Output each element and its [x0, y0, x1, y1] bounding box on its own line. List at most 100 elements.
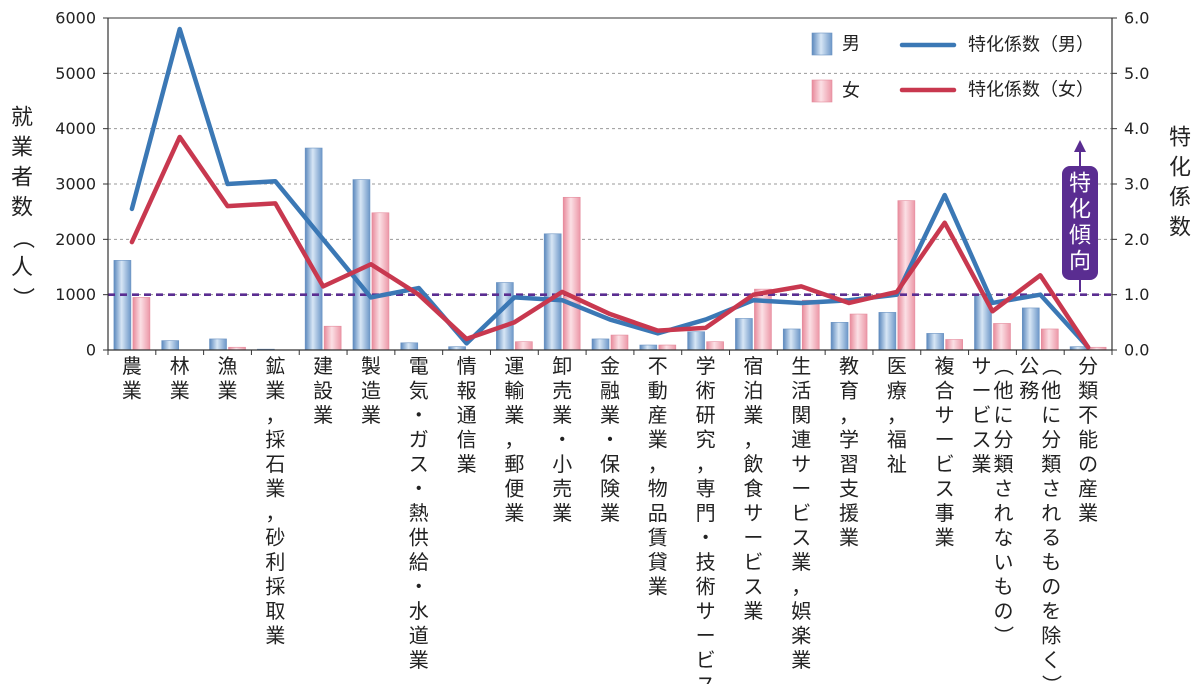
category-labels: 農業林業漁業鉱業，採石業，砂利採取業建設業製造業電気・ガス・熱供給・水道業情報通… [122, 354, 1098, 689]
svg-text:も: も [1041, 550, 1061, 574]
svg-text:の: の [1078, 452, 1098, 476]
y-left-tick-label: 5000 [55, 64, 96, 83]
category-label: 漁業 [218, 354, 238, 403]
svg-text:業: 業 [791, 550, 811, 574]
svg-text:能: 能 [1078, 428, 1098, 452]
svg-text:貸: 貸 [648, 550, 668, 574]
svg-text:生: 生 [791, 354, 811, 378]
svg-text:・: ・ [409, 477, 429, 501]
bar-male [113, 260, 132, 351]
svg-text:門: 門 [696, 501, 716, 525]
svg-text:給: 給 [409, 550, 429, 574]
svg-text:ビ: ビ [791, 501, 811, 525]
svg-text:数: 数 [11, 196, 33, 221]
svg-text:，: ， [265, 403, 285, 427]
bar-male [591, 338, 610, 351]
svg-text:業: 業 [11, 136, 33, 161]
bar-female [515, 341, 533, 351]
svg-text:砂: 砂 [265, 526, 285, 550]
line-female-coefficient [129, 134, 1091, 350]
svg-text:ー: ー [791, 477, 811, 501]
svg-text:水: 水 [409, 599, 429, 623]
svg-text:業: 業 [935, 526, 955, 550]
svg-text:泊: 泊 [743, 379, 763, 403]
svg-text:就: 就 [11, 106, 33, 131]
svg-text:サ: サ [696, 599, 716, 623]
svg-text:係: 係 [1169, 186, 1191, 211]
bar-female [706, 341, 724, 351]
svg-text:業: 業 [122, 379, 142, 403]
svg-text:技: 技 [696, 550, 716, 574]
svg-text:関: 関 [791, 403, 811, 427]
svg-text:業: 業 [504, 501, 524, 525]
svg-text:に: に [993, 403, 1013, 427]
svg-text:他: 他 [1041, 379, 1061, 403]
y-right-tick-label: 3.0 [1124, 175, 1149, 194]
svg-text:業: 業 [791, 648, 811, 672]
svg-text:習: 習 [839, 452, 859, 476]
svg-text:ス: ス [791, 526, 811, 550]
svg-text:卸: 卸 [552, 354, 572, 378]
svg-text:通: 通 [457, 403, 477, 427]
svg-text:小: 小 [552, 452, 572, 476]
svg-text:ビ: ビ [743, 550, 763, 574]
y-right-tick-label: 2.0 [1124, 230, 1149, 249]
svg-text:ス: ス [935, 477, 955, 501]
svg-text:化: 化 [1069, 198, 1091, 223]
svg-text:動: 動 [648, 379, 668, 403]
svg-text:連: 連 [791, 428, 811, 452]
svg-text:事: 事 [935, 501, 955, 525]
svg-text:郵: 郵 [504, 452, 524, 476]
lines [129, 26, 1091, 350]
svg-text:な: な [993, 526, 1013, 550]
category-label: 金融業・保険業 [600, 354, 620, 525]
bar-female [658, 344, 677, 351]
y-right-tick-label: 4.0 [1124, 119, 1149, 138]
svg-text:，: ， [887, 403, 907, 427]
y-left-tick-label: 3000 [55, 175, 96, 194]
svg-text:農: 農 [122, 354, 142, 378]
svg-text:サ: サ [971, 354, 991, 378]
svg-text:業: 業 [648, 575, 668, 599]
svg-text:業: 業 [457, 452, 477, 476]
svg-text:業: 業 [504, 403, 524, 427]
svg-text:品: 品 [648, 501, 668, 525]
svg-text:く: く [1041, 648, 1061, 672]
svg-text:業: 業 [1078, 501, 1098, 525]
svg-text:業: 業 [743, 403, 763, 427]
svg-text:保: 保 [600, 452, 620, 476]
svg-text:合: 合 [935, 379, 955, 403]
svg-text:れ: れ [1041, 501, 1061, 525]
y-left-tick-label: 0 [86, 341, 96, 360]
svg-text:の: の [993, 599, 1013, 623]
svg-text:分: 分 [1078, 354, 1098, 378]
svg-text:電: 電 [409, 354, 429, 378]
bar-male [496, 282, 514, 351]
svg-text:援: 援 [839, 501, 859, 525]
bar-male [926, 333, 944, 351]
category-label: 卸売業・小売業 [552, 354, 572, 525]
svg-text:産: 産 [648, 403, 668, 427]
svg-text:業: 業 [265, 379, 285, 403]
svg-text:ス: ス [409, 452, 429, 476]
y-right-tick-label: 1.0 [1124, 285, 1149, 304]
category-label: 製造業 [361, 354, 381, 427]
svg-text:さ: さ [993, 477, 1013, 501]
svg-text:業: 業 [170, 379, 190, 403]
svg-text:不: 不 [648, 354, 668, 378]
annotation-box [1062, 166, 1098, 280]
svg-text:飲: 飲 [743, 452, 763, 476]
svg-text:ビ: ビ [696, 648, 716, 672]
bar-female [371, 212, 390, 351]
svg-text:る: る [1041, 526, 1061, 550]
svg-text:業: 業 [600, 501, 620, 525]
svg-text:運: 運 [504, 354, 524, 378]
svg-text:漁: 漁 [218, 354, 238, 378]
